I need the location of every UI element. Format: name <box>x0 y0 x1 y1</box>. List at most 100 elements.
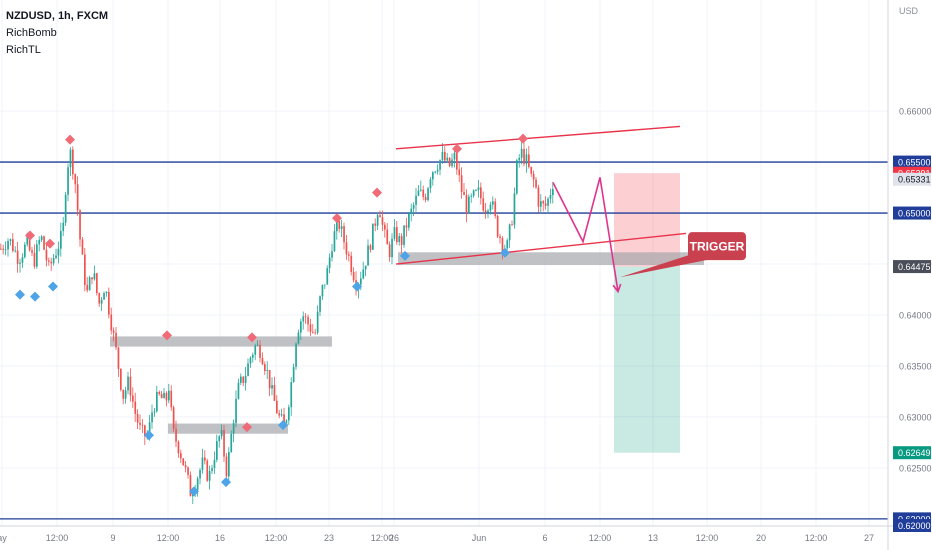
candle-body <box>223 430 225 457</box>
candle-body <box>16 250 19 264</box>
candle-body <box>436 169 439 172</box>
support-resistance-zone <box>168 423 288 434</box>
candle-body <box>38 239 41 245</box>
x-tick-label: 12:00 <box>589 533 612 543</box>
candle-body <box>50 261 53 264</box>
candle-body <box>129 376 132 396</box>
candle-body <box>379 215 381 218</box>
candle-body <box>403 225 405 245</box>
price-tag-label: 0.65500 <box>898 157 931 167</box>
x-tick-label: ay <box>0 533 7 543</box>
candle-body <box>252 354 254 358</box>
candle-body <box>175 428 177 442</box>
swing-low-marker <box>500 247 510 258</box>
candle-body <box>67 167 69 195</box>
candle-body <box>124 390 127 399</box>
candle-body <box>386 229 389 245</box>
candle-body <box>139 422 141 425</box>
candle-body <box>163 392 165 399</box>
x-tick-label: 9 <box>110 533 115 543</box>
candle-body <box>259 344 261 359</box>
candle-body <box>362 269 365 279</box>
candle-body <box>28 236 31 251</box>
candle-body <box>112 330 115 333</box>
swing-low-marker <box>400 250 410 261</box>
candle-body <box>468 196 470 214</box>
candle-body <box>93 273 96 280</box>
candle-body <box>360 278 362 285</box>
candle-body <box>88 277 91 291</box>
candle-body <box>374 223 377 226</box>
candle-body <box>302 316 305 322</box>
candle-body <box>55 255 57 259</box>
candle-body <box>391 238 393 258</box>
candle-body <box>182 458 185 466</box>
candle-body <box>393 227 396 239</box>
indicator-label-1: RichBomb <box>6 27 57 39</box>
candle-body <box>458 169 461 176</box>
candle-body <box>422 189 425 197</box>
price-tag-label: 0.62649 <box>898 448 931 458</box>
swing-high-marker <box>247 332 257 343</box>
candle-body <box>26 236 29 245</box>
swing-high-marker <box>25 230 35 241</box>
callout-text: TRIGGER <box>690 240 745 254</box>
candle-body <box>492 201 494 205</box>
candle-body <box>120 368 122 390</box>
candle-body <box>448 157 451 167</box>
candle-body <box>79 210 81 240</box>
candle-body <box>225 456 228 477</box>
candle-body <box>199 470 201 479</box>
candle-body <box>549 195 552 199</box>
price-tag-bg <box>893 206 931 220</box>
candle-body <box>484 210 487 213</box>
time-axis-panel <box>0 526 932 550</box>
candle-body <box>367 245 369 266</box>
x-tick-label: 16 <box>215 533 225 543</box>
candle-body <box>69 149 72 168</box>
swing-high-marker <box>518 133 528 144</box>
candle-body <box>158 391 161 394</box>
candle-body <box>429 179 432 189</box>
candle-body <box>331 251 333 258</box>
candle-body <box>240 376 242 383</box>
x-tick-label: 12:00 <box>46 533 69 543</box>
swing-high-marker <box>242 422 252 433</box>
candle-body <box>295 343 297 367</box>
candle-body <box>64 194 67 223</box>
price-tag-bg <box>893 172 931 186</box>
candle-body <box>249 357 252 364</box>
candle-body <box>472 190 475 196</box>
candle-body <box>43 236 45 250</box>
x-tick-label: 27 <box>864 533 874 543</box>
candle-body <box>511 224 513 226</box>
candle-body <box>228 452 230 477</box>
symbol-label: NZDUSD, 1h, FXCM <box>6 10 109 22</box>
x-tick-label: 26 <box>389 533 399 543</box>
swing-low-marker <box>221 477 231 488</box>
candle-body <box>444 151 446 161</box>
candle-body <box>74 174 77 185</box>
stop-loss-zone <box>614 173 680 267</box>
candle-body <box>213 459 216 469</box>
candle-body <box>206 460 209 481</box>
candle-body <box>7 241 9 250</box>
x-tick-label: 12:00 <box>157 533 180 543</box>
swing-high-marker <box>65 134 75 145</box>
callout-box <box>688 232 746 261</box>
candle-body <box>237 382 240 399</box>
x-tick-label: 12:00 <box>265 533 288 543</box>
candle-body <box>333 231 336 252</box>
candle-body <box>307 316 309 325</box>
candle-body <box>300 321 302 333</box>
candle-body <box>451 159 453 167</box>
candle-body <box>4 249 7 251</box>
candle-body <box>506 240 509 249</box>
candle-body <box>400 236 403 245</box>
candle-body <box>192 494 194 497</box>
candle-body <box>290 382 293 408</box>
candle-body <box>420 189 422 191</box>
candle-body <box>319 296 321 312</box>
